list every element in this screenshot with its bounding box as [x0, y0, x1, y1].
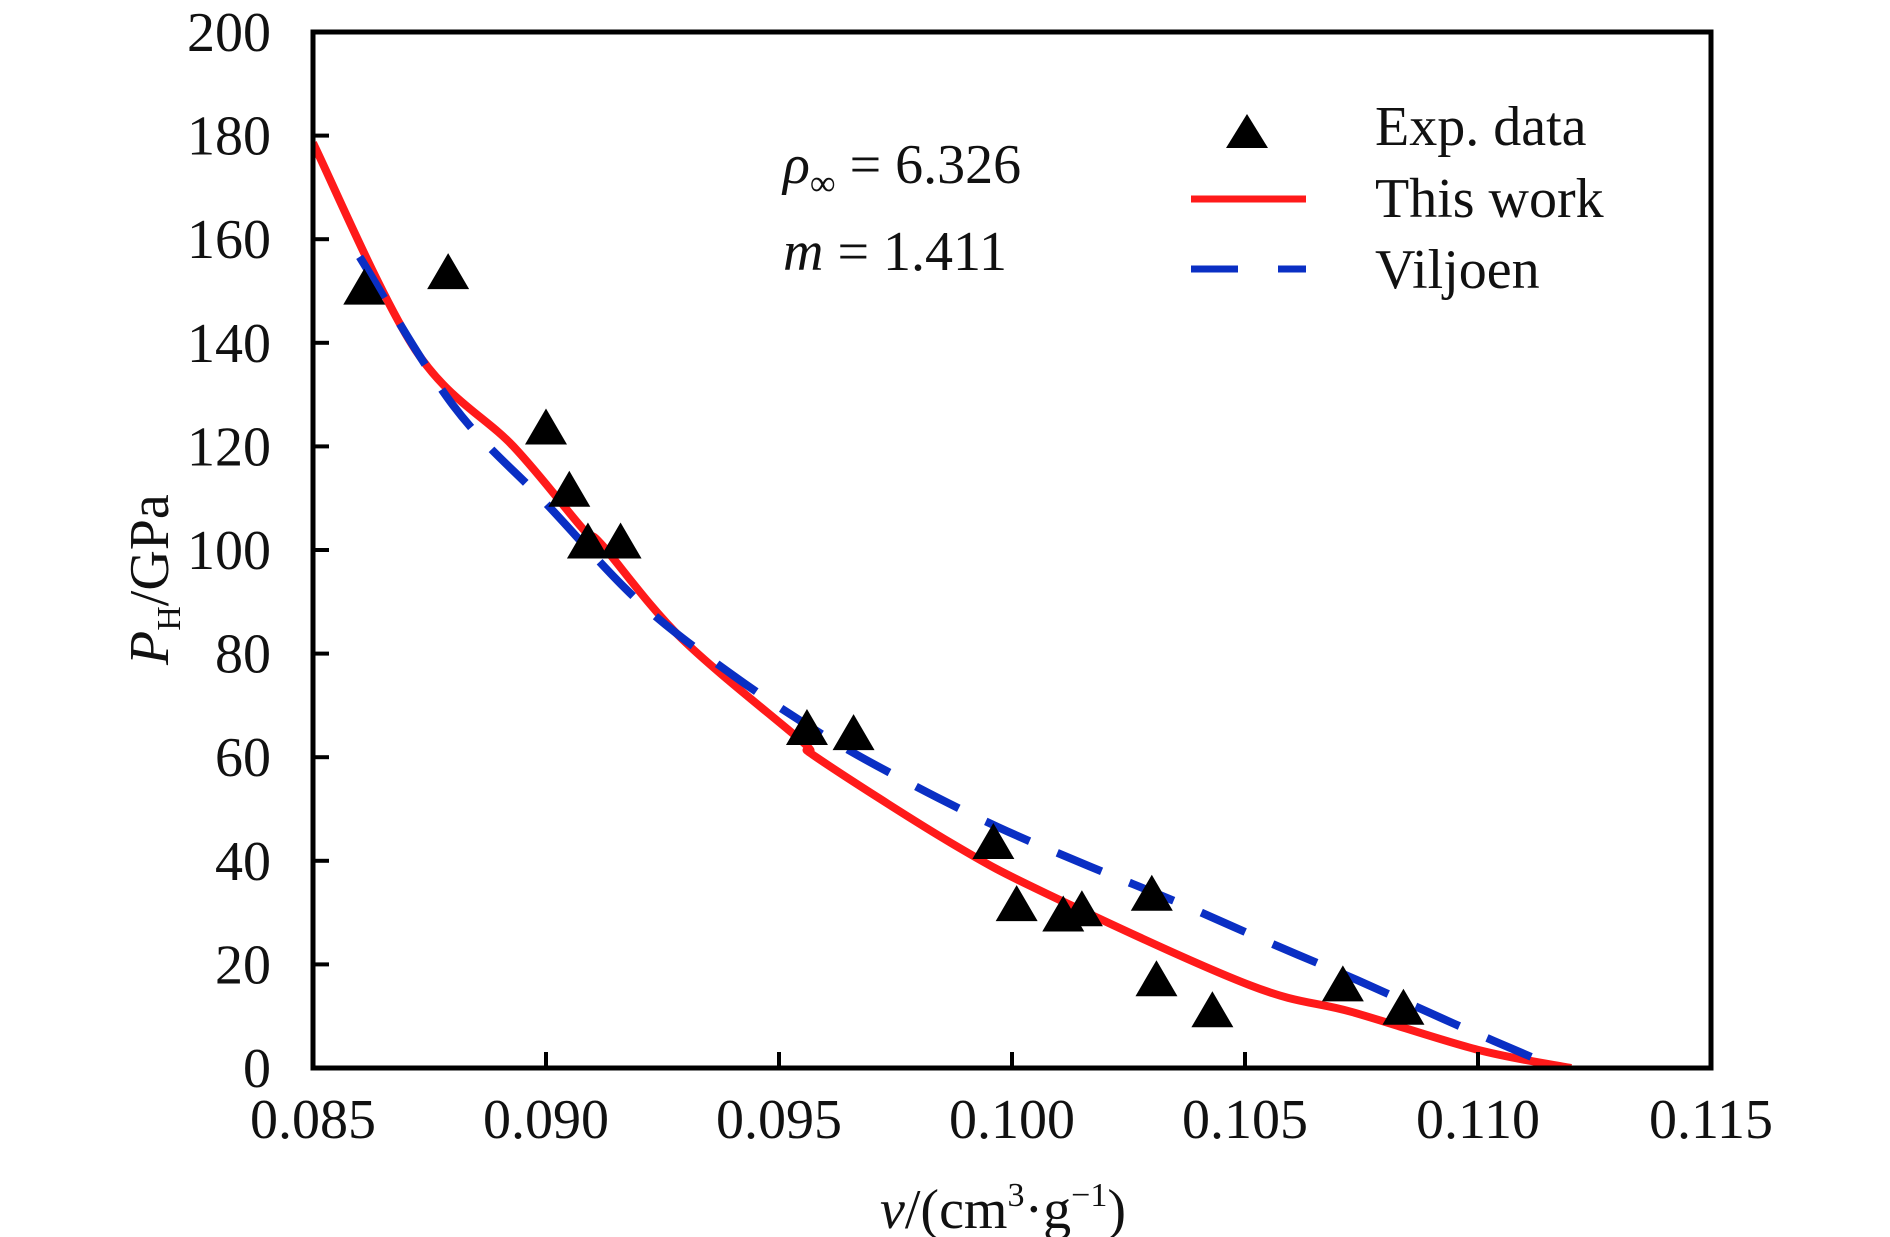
y-axis-label: PH/GPa	[119, 494, 188, 666]
x-tick-label: 0.115	[1649, 1089, 1773, 1151]
y-tick-label: 140	[187, 313, 271, 375]
annotation-rho: ρ∞ = 6.326	[781, 134, 1021, 203]
y-tick-label: 40	[215, 831, 271, 893]
x-tick-label: 0.085	[250, 1089, 376, 1151]
legend-label-viljoen: Viljoen	[1375, 239, 1540, 301]
legend: Exp. data This work Viljoen	[1191, 96, 1604, 301]
y-tick-label: 80	[215, 624, 271, 686]
legend-label-this-work: This work	[1375, 168, 1604, 230]
x-tick-label: 0.090	[483, 1089, 609, 1151]
data-point-exp-data	[1382, 988, 1425, 1025]
x-axis: 0.085 0.090 0.095 0.100 0.105 0.110 0.115	[250, 1052, 1773, 1151]
x-tick-label: 0.100	[949, 1089, 1075, 1151]
x-tick-label: 0.095	[716, 1089, 842, 1151]
data-point-exp-data	[972, 822, 1015, 859]
data-point-exp-data	[832, 714, 875, 751]
data-point-exp-data	[525, 408, 567, 445]
data-point-exp-data	[995, 885, 1038, 922]
data-point-exp-data	[599, 522, 642, 559]
fit-parameters-annotation: ρ∞ = 6.326 m = 1.411	[781, 134, 1021, 283]
data-point-exp-data	[1135, 960, 1178, 997]
data-point-exp-data	[1130, 874, 1173, 911]
y-tick-label: 0	[243, 1038, 271, 1100]
series-line-viljoen	[356, 254, 1559, 1068]
y-tick-label: 160	[187, 209, 271, 271]
y-tick-label: 180	[187, 106, 271, 168]
data-point-exp-data	[1060, 890, 1103, 927]
y-tick-label: 120	[187, 416, 271, 478]
x-axis-label: v/(cm3·g−1)	[880, 1177, 1126, 1237]
y-tick-label: 60	[215, 727, 271, 789]
y-tick-label: 20	[215, 934, 271, 996]
data-point-exp-data	[785, 708, 828, 745]
y-tick-label: 100	[187, 520, 271, 582]
markers-layer	[343, 253, 1425, 1028]
legend-label-exp-data: Exp. data	[1375, 96, 1587, 158]
series-line-this-work	[313, 141, 1572, 1068]
x-tick-label: 0.105	[1182, 1089, 1308, 1151]
data-point-exp-data	[343, 268, 386, 305]
y-tick-label: 200	[187, 2, 271, 64]
legend-triangle-icon	[1226, 114, 1268, 148]
data-point-exp-data	[1191, 991, 1234, 1028]
data-point-exp-data	[427, 253, 470, 290]
x-tick-label: 0.110	[1416, 1089, 1540, 1151]
data-point-exp-data	[1321, 965, 1364, 1002]
data-point-exp-data	[548, 470, 591, 507]
y-axis: 0 20 40 60 80 100 120 140 160 180 200	[187, 2, 329, 1100]
data-point-exp-data	[566, 522, 609, 559]
annotation-m: m = 1.411	[783, 221, 1007, 283]
